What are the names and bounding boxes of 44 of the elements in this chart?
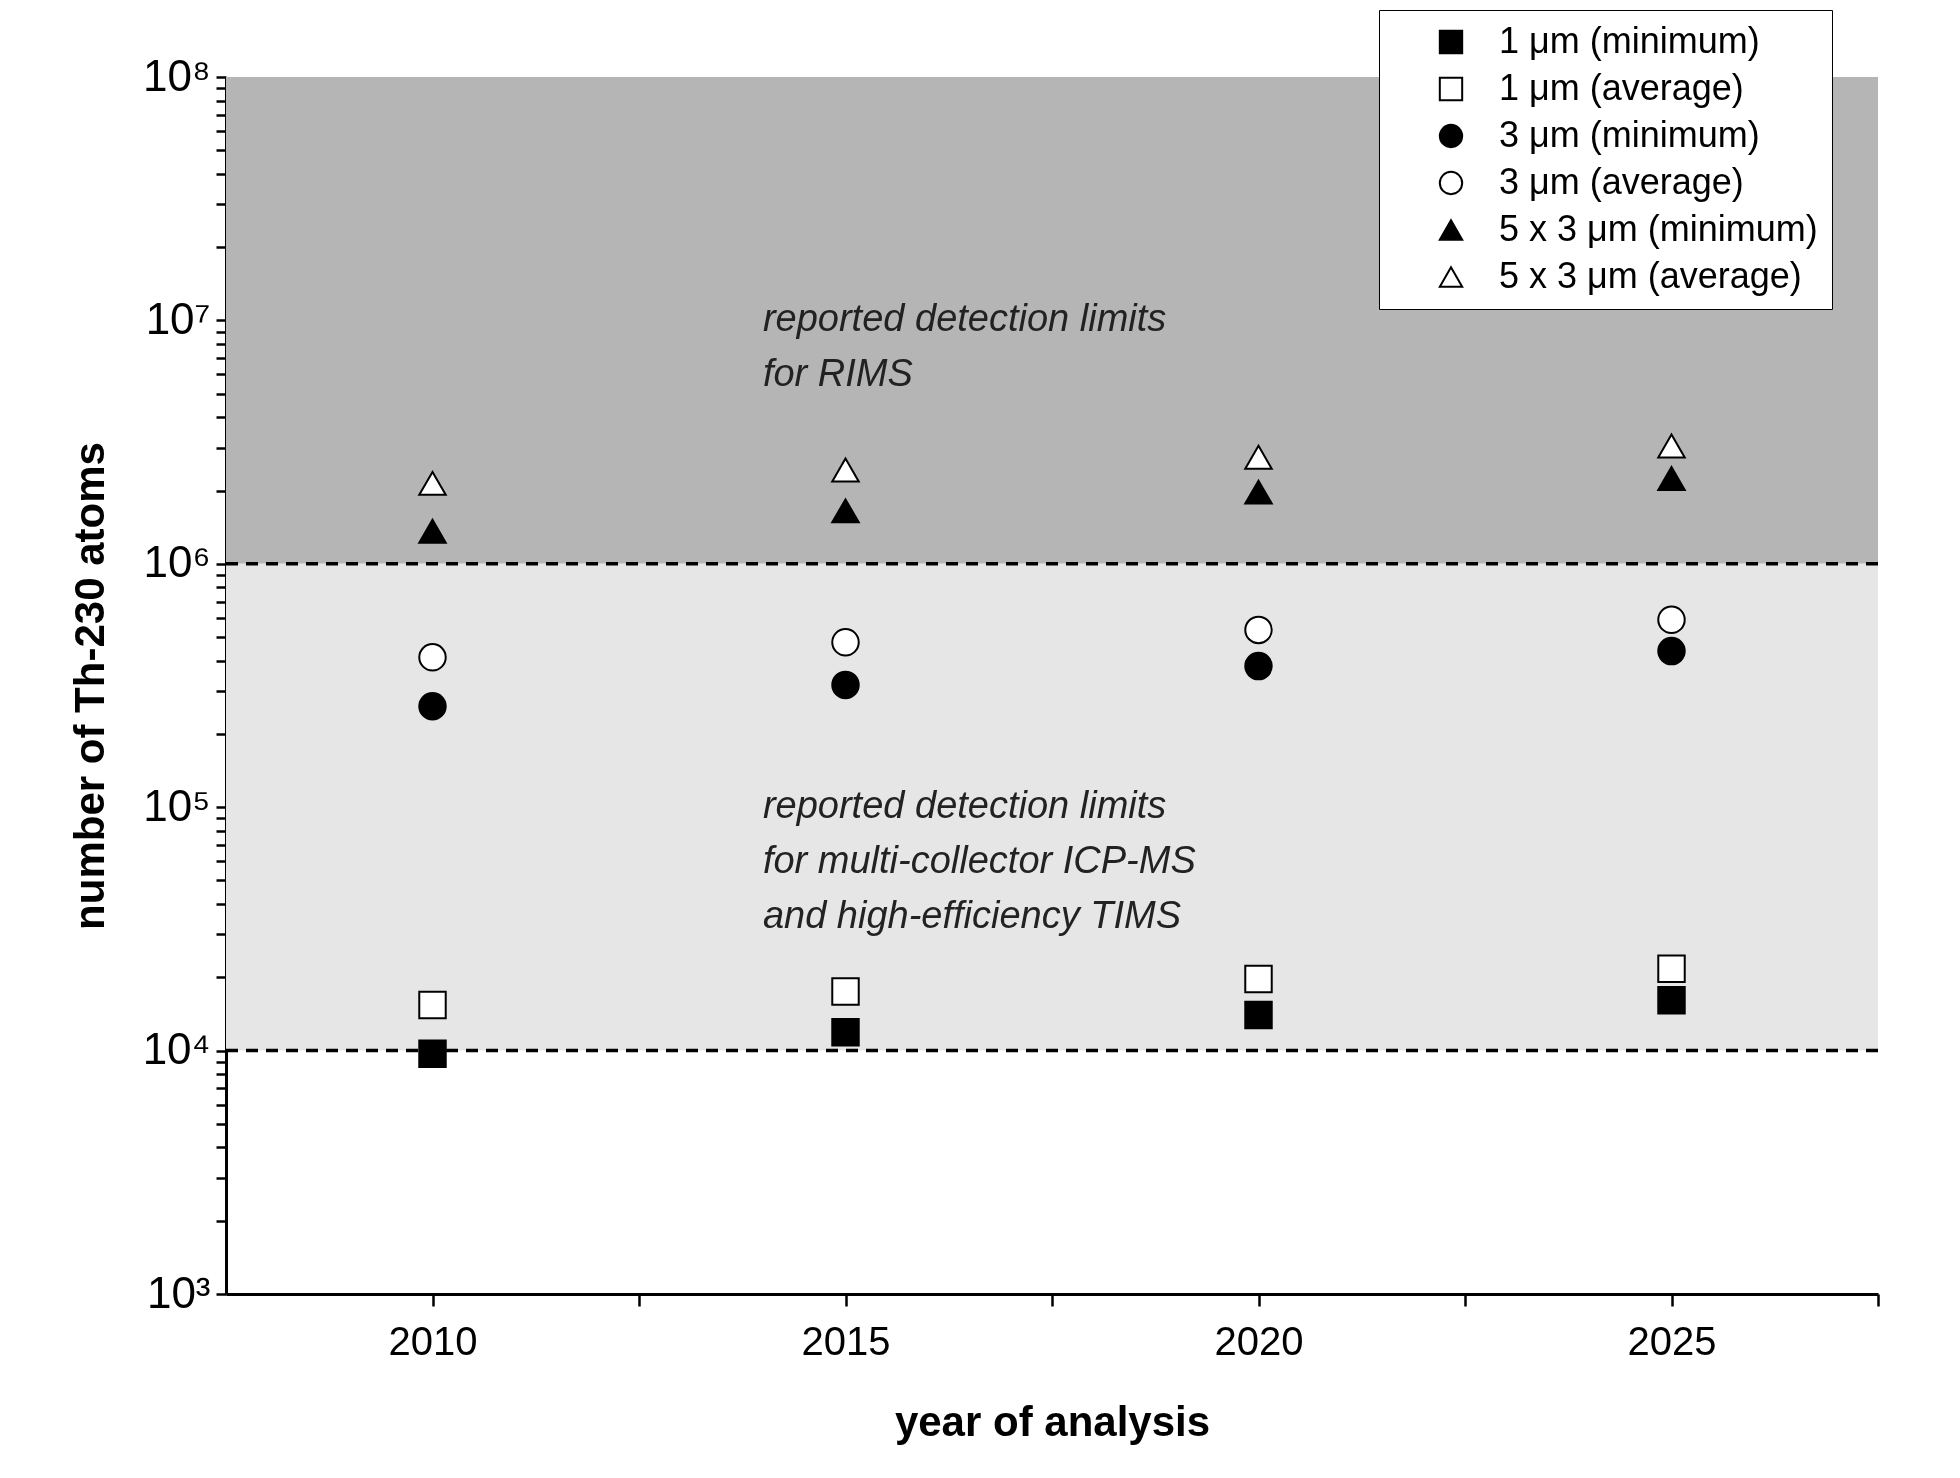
point (1657, 433, 1686, 459)
legend-label: 1 μm (average) (1499, 67, 1744, 108)
y-tick-label: 10⁷ (145, 293, 211, 343)
point (418, 1039, 447, 1069)
point (831, 457, 860, 483)
legend-label: 3 μm (minimum) (1499, 114, 1760, 155)
point (1244, 615, 1273, 645)
legend-label: 3 μm (average) (1499, 161, 1744, 202)
band-label: reported detection limits for multi-collector ICP-MS and high-efficiency TIMS (762, 784, 1196, 937)
point (831, 498, 860, 524)
x-tick-label: 2025 (1627, 1318, 1717, 1363)
legend-label: 1 μm (minimum) (1499, 20, 1760, 61)
point (1657, 605, 1686, 634)
point (418, 643, 447, 672)
x-tick-label: 2020 (1214, 1318, 1304, 1363)
legend-label: 5 x 3 μm (minimum) (1499, 208, 1818, 249)
point (831, 1017, 860, 1047)
y-tick-label: 10⁵ (143, 780, 211, 830)
point (1244, 651, 1273, 681)
point (1657, 636, 1686, 666)
point (1657, 986, 1686, 1015)
point (418, 470, 447, 496)
point (1244, 964, 1273, 994)
point (1244, 444, 1273, 470)
point (418, 691, 447, 721)
x-axis-title: year of analysis (894, 1397, 1211, 1445)
y-tick-label: 10⁸ (142, 50, 211, 100)
y-tick-label: 10⁶ (143, 537, 211, 587)
y-axis-title: number of Th-230 atoms (65, 442, 113, 930)
point (1244, 1000, 1273, 1030)
x-tick-label: 2015 (801, 1318, 891, 1363)
point (831, 670, 860, 700)
point (1244, 479, 1273, 505)
point (418, 518, 447, 544)
y-tick-label: 10⁴ (142, 1024, 211, 1074)
y-tick-label: 10³ (146, 1267, 211, 1317)
point (831, 977, 860, 1006)
band-label: reported detection limits for RIMS (762, 297, 1167, 395)
point (1657, 954, 1686, 983)
x-tick-label: 2010 (388, 1318, 478, 1363)
point (1657, 466, 1686, 492)
point (418, 990, 447, 1020)
point (831, 628, 860, 657)
legend-label: 5 x 3 μm (average) (1499, 255, 1802, 296)
